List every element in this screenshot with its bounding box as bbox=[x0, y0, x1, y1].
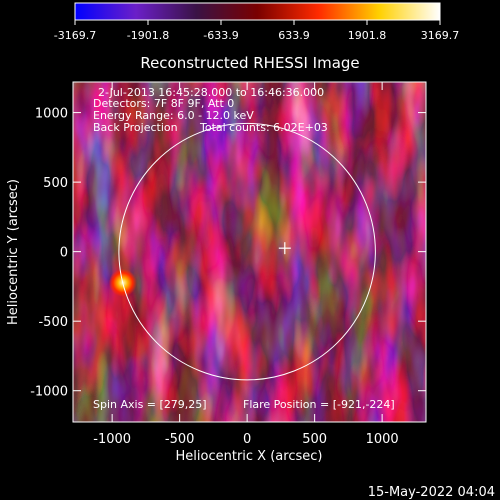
energy-range: Energy Range: 6.0 - 12.0 keV bbox=[93, 109, 254, 122]
colorbar-tick-label: 633.9 bbox=[278, 29, 310, 42]
y-tick-label: -1000 bbox=[30, 385, 68, 400]
x-tick-label: 500 bbox=[302, 432, 327, 447]
colorbar-tick-label: 3169.7 bbox=[421, 29, 460, 42]
colorbar-tick-label: -633.9 bbox=[203, 29, 238, 42]
image-texture bbox=[73, 82, 426, 422]
flare-position-label: Flare Position = [-921,-224] bbox=[243, 398, 395, 411]
colorbar-tick-label: -3169.7 bbox=[54, 29, 96, 42]
y-tick-label: -500 bbox=[38, 315, 68, 330]
colorbar-ticks: -3169.7 -1901.8 -633.9 633.9 1901.8 3169.7 bbox=[54, 20, 459, 42]
y-tick-label: 0 bbox=[60, 246, 68, 261]
colorbar-tick-label: 1901.8 bbox=[348, 29, 387, 42]
y-axis-label: Heliocentric Y (arcsec) bbox=[6, 179, 21, 325]
x-tick-label: -500 bbox=[165, 432, 195, 447]
x-tick-label: 1000 bbox=[366, 432, 399, 447]
colorbar bbox=[74, 2, 441, 21]
x-tick-label: 0 bbox=[243, 432, 251, 447]
y-axis: 1000 500 0 -500 -1000 bbox=[30, 107, 426, 400]
y-tick-label: 1000 bbox=[35, 107, 68, 122]
detectors-info: Detectors: 7F 8F 9F, Att 0 bbox=[93, 97, 234, 110]
spin-axis-label: Spin Axis = [279,25] bbox=[93, 398, 207, 411]
x-tick-label: -1000 bbox=[93, 432, 131, 447]
spin-axis-cross-icon bbox=[278, 242, 291, 255]
x-axis-label: Heliocentric X (arcsec) bbox=[176, 449, 323, 464]
time-range: 2-Jul-2013 16:45:28.000 to 16:46:36.000 bbox=[98, 86, 324, 99]
total-counts: Total counts: 6.02E+03 bbox=[199, 121, 328, 134]
method-label: Back Projection bbox=[93, 121, 178, 134]
x-axis: -1000 -500 0 500 1000 bbox=[93, 82, 399, 447]
date-stamp: 15-May-2022 04:04 bbox=[368, 485, 495, 500]
y-tick-label: 500 bbox=[43, 176, 68, 191]
colorbar-tick-label: -1901.8 bbox=[127, 29, 169, 42]
image-area bbox=[73, 82, 426, 422]
plot-title: Reconstructed RHESSI Image bbox=[140, 54, 359, 72]
solar-limb-circle bbox=[118, 122, 376, 381]
